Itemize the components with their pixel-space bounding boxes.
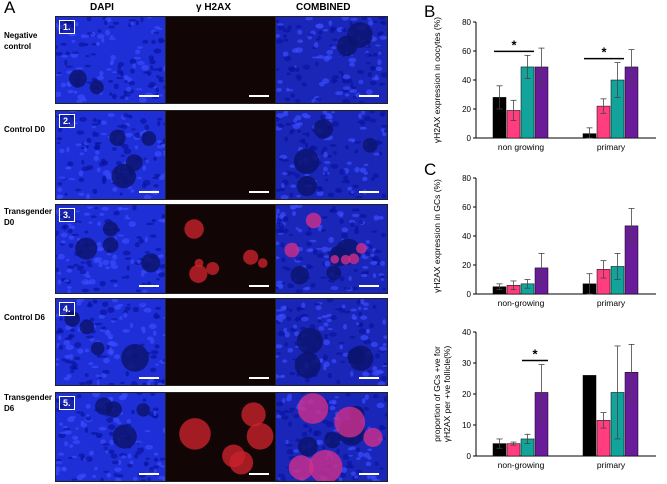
scale-bar <box>139 473 159 475</box>
category-label: primary <box>597 142 626 152</box>
micrograph-comb-row-3 <box>275 204 388 294</box>
y-tick-label: 0 <box>467 134 472 143</box>
micrograph-comb-row-5 <box>275 392 388 482</box>
row-number-4: 4. <box>59 302 75 316</box>
significance-star: * <box>601 45 607 60</box>
micrograph-dapi-row-3: 3. <box>55 204 168 294</box>
row-label-transgender-d6: Transgender D6 <box>4 393 53 413</box>
micrograph-comb-row-2 <box>275 110 388 200</box>
y-tick-label: 40 <box>462 328 471 337</box>
row-label-control-d6: Control D6 <box>4 313 45 322</box>
category-label: non-growing <box>498 298 545 308</box>
category-label: non-growing <box>498 460 545 470</box>
y-axis-label: γH2AX expression in GCs (%) <box>432 179 442 293</box>
micrograph-dapi-row-2: 2. <box>55 110 168 200</box>
scale-bar <box>359 285 379 287</box>
y-tick-label: 10 <box>462 421 471 430</box>
scale-bar <box>359 95 379 97</box>
scale-bar <box>249 377 269 379</box>
micrograph-gh2ax-row-2 <box>165 110 278 200</box>
y-axis-label: γH2AX expression in oocytes (%) <box>432 17 442 143</box>
y-tick-label: 20 <box>462 105 471 114</box>
micrograph-dapi-row-4: 4. <box>55 298 168 386</box>
y-tick-label: 40 <box>462 232 471 241</box>
y-tick-label: 40 <box>462 76 471 85</box>
column-header-gh2ax: γ H2AX <box>196 2 232 13</box>
y-axis-label: γH2AX per +ve follicle(%) <box>442 346 452 443</box>
scale-bar <box>359 377 379 379</box>
micrograph-gh2ax-row-5 <box>165 392 278 482</box>
scale-bar <box>139 95 159 97</box>
row-number-3: 3. <box>59 208 75 222</box>
micrograph-comb-row-1 <box>275 16 388 104</box>
panel-label-b: B <box>424 2 436 21</box>
chart-c-proportion: 0 10 20 30 40 proportion of GCs +ve for γH2AX … <box>432 328 656 470</box>
row-label-negative-control: Negative control <box>4 31 38 51</box>
significance-star: * <box>511 37 517 52</box>
y-tick-label: 20 <box>462 261 471 270</box>
panel-label-c: C <box>424 160 437 179</box>
significance-star: * <box>532 347 538 362</box>
bar <box>582 375 597 457</box>
scale-bar <box>249 95 269 97</box>
y-tick-label: 80 <box>462 18 471 27</box>
micrograph-gh2ax-row-4 <box>165 298 278 386</box>
row-label-control-d0: Control D0 <box>4 125 45 134</box>
row-label-transgender-d0: Transgender D0 <box>4 207 53 227</box>
scale-bar <box>249 285 269 287</box>
micrograph-comb-row-4 <box>275 298 388 386</box>
micrograph-gh2ax-row-1 <box>165 16 278 104</box>
row-number-5: 5. <box>59 396 75 410</box>
scale-bar <box>139 377 159 379</box>
y-tick-label: 60 <box>462 203 471 212</box>
y-tick-label: 80 <box>462 174 471 183</box>
y-tick-label: 30 <box>462 359 471 368</box>
category-label: primary <box>597 298 626 308</box>
panel-label-a: A <box>4 0 16 17</box>
chart-b-oocytes: 0 20 40 60 80 γH2AX expression in oocytes (%)… <box>432 17 656 152</box>
scale-bar <box>249 473 269 475</box>
scale-bar <box>139 285 159 287</box>
chart-c-gcs: 0 20 40 60 80 γH2AX expression in GCs (%) non-… <box>432 174 656 308</box>
scale-bar <box>139 191 159 193</box>
y-tick-label: 0 <box>467 290 472 299</box>
micrograph-gh2ax-row-3 <box>165 204 278 294</box>
row-number-1: 1. <box>59 20 75 34</box>
column-header-dapi: DAPI <box>90 2 114 13</box>
micrograph-dapi-row-1: 1. <box>55 16 168 104</box>
category-label: non growing <box>498 142 545 152</box>
y-tick-label: 0 <box>467 452 472 461</box>
category-label: primary <box>597 460 626 470</box>
column-header-combined: COMBINED <box>296 2 351 13</box>
scale-bar <box>249 191 269 193</box>
scale-bar <box>359 191 379 193</box>
micrograph-dapi-row-5: 5. <box>55 392 168 482</box>
y-tick-label: 20 <box>462 390 471 399</box>
y-tick-label: 60 <box>462 47 471 56</box>
y-axis-label: proportion of GCs +ve for <box>432 346 442 442</box>
row-number-2: 2. <box>59 114 75 128</box>
scale-bar <box>359 473 379 475</box>
